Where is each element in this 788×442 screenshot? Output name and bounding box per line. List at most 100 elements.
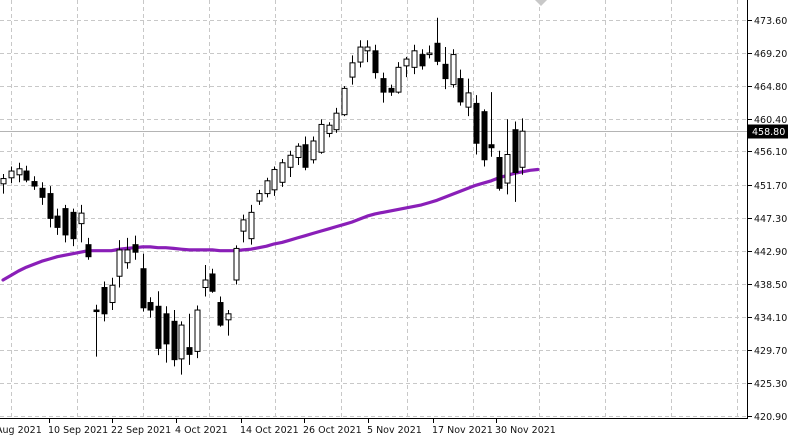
candle	[434, 17, 441, 66]
candle-body-bearish	[31, 181, 38, 187]
candle-body-bullish	[395, 66, 402, 93]
y-tick-label: 469.20	[754, 49, 787, 60]
candle	[163, 306, 170, 363]
candle	[124, 237, 131, 269]
candle	[465, 78, 472, 117]
candle-body-bullish	[124, 249, 131, 264]
candle	[23, 165, 30, 183]
y-tick-label: 434.10	[754, 313, 787, 324]
y-tick-label: 429.70	[754, 346, 787, 357]
candle-body-bearish	[101, 287, 108, 315]
candle-body-bullish	[333, 112, 340, 131]
y-tick-label: 473.60	[754, 16, 787, 27]
candle	[504, 119, 511, 195]
candle	[481, 109, 488, 167]
candle	[395, 62, 402, 94]
candle	[194, 305, 201, 359]
candle	[256, 189, 263, 205]
candle-body-bullish	[225, 313, 232, 321]
candle-body-bearish	[512, 129, 519, 174]
candle-body-bullish	[426, 52, 433, 56]
candle	[519, 118, 526, 175]
candle	[442, 47, 449, 90]
candle	[488, 92, 495, 157]
y-tick-label: 438.50	[754, 280, 787, 291]
candle	[202, 264, 209, 297]
candle	[326, 122, 333, 138]
candle-body-bullish	[264, 180, 271, 195]
candle-body-bearish	[23, 170, 30, 181]
candle	[341, 86, 348, 117]
candle	[302, 136, 309, 171]
candle-body-bullish	[8, 170, 15, 179]
candle-body-bullish	[116, 249, 123, 277]
moving-average-line	[1, 167, 540, 282]
candle	[372, 44, 379, 79]
x-tick-label: 4 Oct 2021	[175, 425, 228, 436]
candle	[426, 45, 433, 59]
candle-body-bearish	[39, 187, 46, 198]
candle-body-bullish	[0, 178, 7, 185]
candle-body-bearish	[155, 305, 162, 349]
y-tick-label: 460.40	[754, 115, 787, 126]
candle	[209, 268, 216, 293]
current-price-label: 458.80	[752, 127, 785, 138]
candle-body-bullish	[450, 54, 457, 86]
candle-body-bearish	[372, 50, 379, 74]
x-tick-label: 14 Oct 2021	[240, 425, 299, 436]
current-price-tag-box	[748, 124, 788, 139]
candle-body-bearish	[488, 144, 495, 149]
candle	[411, 44, 418, 75]
candle	[0, 174, 7, 194]
candle	[388, 84, 395, 96]
candle	[349, 55, 356, 85]
candle	[70, 208, 77, 247]
candle	[403, 56, 410, 78]
candle	[109, 277, 116, 311]
candle-body-bullish	[465, 92, 472, 108]
candle-body-bearish	[186, 347, 193, 355]
candle	[217, 296, 224, 327]
candle	[233, 245, 240, 285]
candle-body-bullish	[504, 154, 511, 184]
candle-body-bearish	[171, 320, 178, 361]
candle	[364, 40, 371, 63]
candle-body-bullish	[202, 279, 209, 289]
candle-body-bullish	[248, 211, 255, 240]
candle-body-bearish	[209, 273, 216, 292]
x-tick-label: Aug 2021	[0, 425, 42, 436]
candle	[101, 281, 108, 322]
candle	[39, 182, 46, 205]
candle	[264, 177, 271, 198]
candle-body-bearish	[47, 193, 54, 219]
candle-body-bullish	[271, 169, 278, 191]
candle	[186, 313, 193, 365]
candle-body-bearish	[473, 102, 480, 144]
y-tick-label: 451.70	[754, 181, 787, 192]
candle-body-bearish	[434, 42, 441, 62]
candle-body-bearish	[70, 211, 77, 240]
candle	[380, 72, 387, 103]
candle	[419, 49, 426, 70]
candle	[8, 166, 15, 184]
candle	[496, 150, 503, 191]
candle-body-bullish	[519, 130, 526, 168]
candle-body-bearish	[481, 111, 488, 161]
candle	[62, 204, 69, 243]
candle-body-bearish	[457, 78, 464, 103]
scroll-marker-icon[interactable]	[535, 0, 547, 6]
candle-body-bullish	[109, 284, 116, 304]
candle	[473, 95, 480, 155]
candle	[225, 310, 232, 336]
candle-body-bearish	[147, 302, 154, 311]
candle-body-bearish	[85, 244, 92, 258]
candle	[333, 107, 340, 133]
candle	[93, 304, 100, 357]
y-tick-label: 420.90	[754, 412, 787, 423]
candle-body-bearish	[302, 144, 309, 168]
candle	[171, 310, 178, 367]
candle	[295, 143, 302, 166]
candle-body-bearish	[217, 302, 224, 326]
x-tick-label: 22 Sep 2021	[111, 425, 171, 436]
